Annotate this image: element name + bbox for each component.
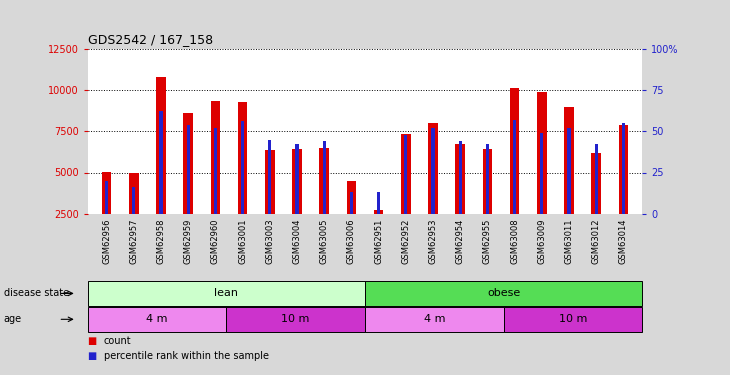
Bar xyxy=(268,140,272,214)
Bar xyxy=(431,128,434,214)
Bar xyxy=(510,88,519,214)
Text: GDS2542 / 167_158: GDS2542 / 167_158 xyxy=(88,33,212,46)
Bar xyxy=(377,192,380,214)
Bar xyxy=(567,128,571,214)
Bar xyxy=(187,124,190,214)
Text: 4 m: 4 m xyxy=(423,314,445,324)
Bar xyxy=(320,148,329,214)
Bar xyxy=(238,102,247,214)
Text: 10 m: 10 m xyxy=(282,314,310,324)
Bar xyxy=(591,153,601,214)
Bar xyxy=(429,123,438,214)
Text: lean: lean xyxy=(215,288,238,298)
Bar xyxy=(105,181,108,214)
Bar xyxy=(404,135,407,214)
Bar xyxy=(323,141,326,214)
Bar xyxy=(513,120,516,214)
Text: obese: obese xyxy=(487,288,520,298)
Bar xyxy=(564,107,574,214)
Bar xyxy=(265,150,274,214)
Bar xyxy=(594,144,598,214)
Bar xyxy=(211,101,220,214)
Text: 4 m: 4 m xyxy=(146,314,168,324)
Bar xyxy=(618,124,628,214)
Bar xyxy=(350,192,353,214)
Bar xyxy=(347,181,356,214)
Bar xyxy=(485,144,489,214)
Bar xyxy=(540,133,543,214)
Text: percentile rank within the sample: percentile rank within the sample xyxy=(104,351,269,361)
Bar xyxy=(401,134,410,214)
Text: 10 m: 10 m xyxy=(559,314,587,324)
Bar xyxy=(483,148,492,214)
Bar xyxy=(214,128,217,214)
Bar xyxy=(622,123,625,214)
Bar xyxy=(159,111,163,214)
Bar xyxy=(129,173,139,214)
Text: disease state: disease state xyxy=(4,288,69,298)
Bar xyxy=(374,210,383,214)
Bar xyxy=(292,148,301,214)
Bar xyxy=(456,144,465,214)
Bar xyxy=(132,188,136,214)
Bar xyxy=(537,93,547,214)
Bar xyxy=(296,144,299,214)
Bar xyxy=(458,141,462,214)
Bar xyxy=(102,172,112,214)
Text: ■: ■ xyxy=(88,336,97,346)
Bar xyxy=(183,113,193,214)
Bar xyxy=(241,122,245,214)
Text: ■: ■ xyxy=(88,351,97,361)
Text: age: age xyxy=(4,314,22,324)
Text: count: count xyxy=(104,336,131,346)
Bar xyxy=(156,77,166,214)
